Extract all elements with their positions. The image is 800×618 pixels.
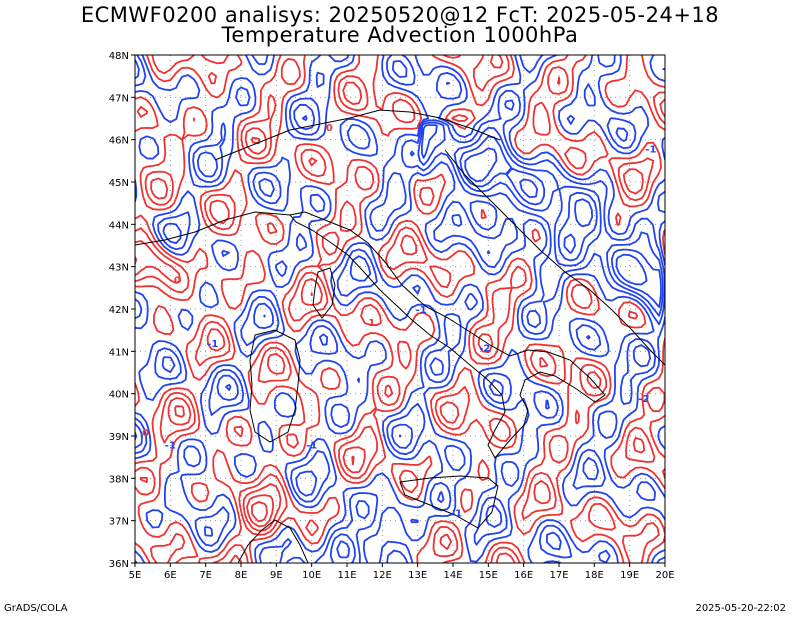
warm-advection-contour <box>135 55 665 563</box>
lon-tick-label: 5E <box>129 570 142 581</box>
france-coastline <box>135 211 291 246</box>
lon-tick-label: 19E <box>620 570 639 581</box>
warm-advection-contour <box>135 55 665 563</box>
warm-contour-label: 0 <box>174 276 181 287</box>
software-credit: GrADS/COLA <box>4 603 68 614</box>
lat-tick-label: 42N <box>109 305 129 316</box>
lon-tick-label: 20E <box>655 570 674 581</box>
lon-tick-label: 16E <box>514 570 533 581</box>
cold-contour-label: -2 <box>638 394 649 405</box>
lon-tick-label: 18E <box>585 570 604 581</box>
lon-tick-label: 13E <box>408 570 427 581</box>
warm-contour-label: 1 <box>368 318 375 329</box>
lat-tick-label: 38N <box>109 474 129 485</box>
sicily-coastline <box>399 475 499 529</box>
coastlines <box>135 109 665 563</box>
cold-contour-label: -1 <box>645 144 656 155</box>
lat-tick-label: 47N <box>109 93 129 104</box>
cold-contour-label: -1 <box>416 305 427 316</box>
cold-contour-label: -1 <box>207 339 218 350</box>
lat-tick-label: 46N <box>109 136 129 147</box>
italy-coastline <box>289 211 606 459</box>
warm-contour-label: 0 <box>142 428 149 439</box>
lon-tick-label: 12E <box>373 570 392 581</box>
lon-tick-label: 8E <box>235 570 248 581</box>
lon-tick-label: 11E <box>337 570 356 581</box>
lat-tick-label: 48N <box>109 51 129 62</box>
warm-advection-contour <box>135 136 355 528</box>
lon-tick-label: 17E <box>549 570 568 581</box>
lon-tick-label: 14E <box>443 570 462 581</box>
cold-contour-label: -1 <box>451 508 462 519</box>
cold-contour-label: -1 <box>306 441 317 452</box>
lon-tick-label: 9E <box>270 570 283 581</box>
lon-tick-label: 15E <box>479 570 498 581</box>
warm-contour-label: 0 <box>326 123 333 134</box>
lat-tick-label: 44N <box>109 220 129 231</box>
lon-tick-label: 6E <box>164 570 177 581</box>
lat-tick-label: 37N <box>109 517 129 528</box>
generation-timestamp: 2025-05-20-22:02 <box>695 603 786 614</box>
lat-tick-label: 43N <box>109 263 129 274</box>
lon-tick-label: 7E <box>199 570 212 581</box>
map-title: ECMWF0200 analisys: 20250520@12 FcT: 202… <box>80 3 720 27</box>
balkan-coastline <box>444 149 665 366</box>
lat-tick-label: 41N <box>109 347 129 358</box>
corsica-coastline <box>312 267 336 319</box>
lat-tick-label: 40N <box>109 390 129 401</box>
cold-contour-label: -2 <box>479 343 490 354</box>
lat-tick-label: 36N <box>109 559 129 570</box>
sardinia-coastline <box>249 329 301 443</box>
cold-contour-label: -1 <box>165 441 176 452</box>
longitude-axis: 5E 6E 7E 8E 9E 10E 11E 12E 13E 14E 15E 16E 17E 18E 19E… <box>129 563 675 581</box>
lat-tick-label: 39N <box>109 432 129 443</box>
map-subtitle: Temperature Advection 1000hPa <box>221 23 579 47</box>
warm-advection-contour <box>135 55 665 563</box>
advection-contours <box>135 55 665 563</box>
cold-advection-contour <box>135 55 665 563</box>
cold-advection-contour <box>135 115 662 559</box>
lat-tick-label: 45N <box>109 178 129 189</box>
lon-tick-label: 10E <box>302 570 321 581</box>
alps-border <box>214 109 501 161</box>
cold-advection-contour <box>464 147 648 286</box>
tunisia-coastline <box>237 519 309 563</box>
warm-advection-contour <box>251 501 268 523</box>
cold-advection-contour <box>135 55 665 563</box>
latitude-axis: 48N 47N 46N 45N 44N 43N 42N 41N 40N 39N 38N 37N 36N <box>109 51 135 570</box>
contour-labels: 0 -1 0 -1 -1 -2 -1 -1 1 0 -1 -2 <box>142 123 656 519</box>
